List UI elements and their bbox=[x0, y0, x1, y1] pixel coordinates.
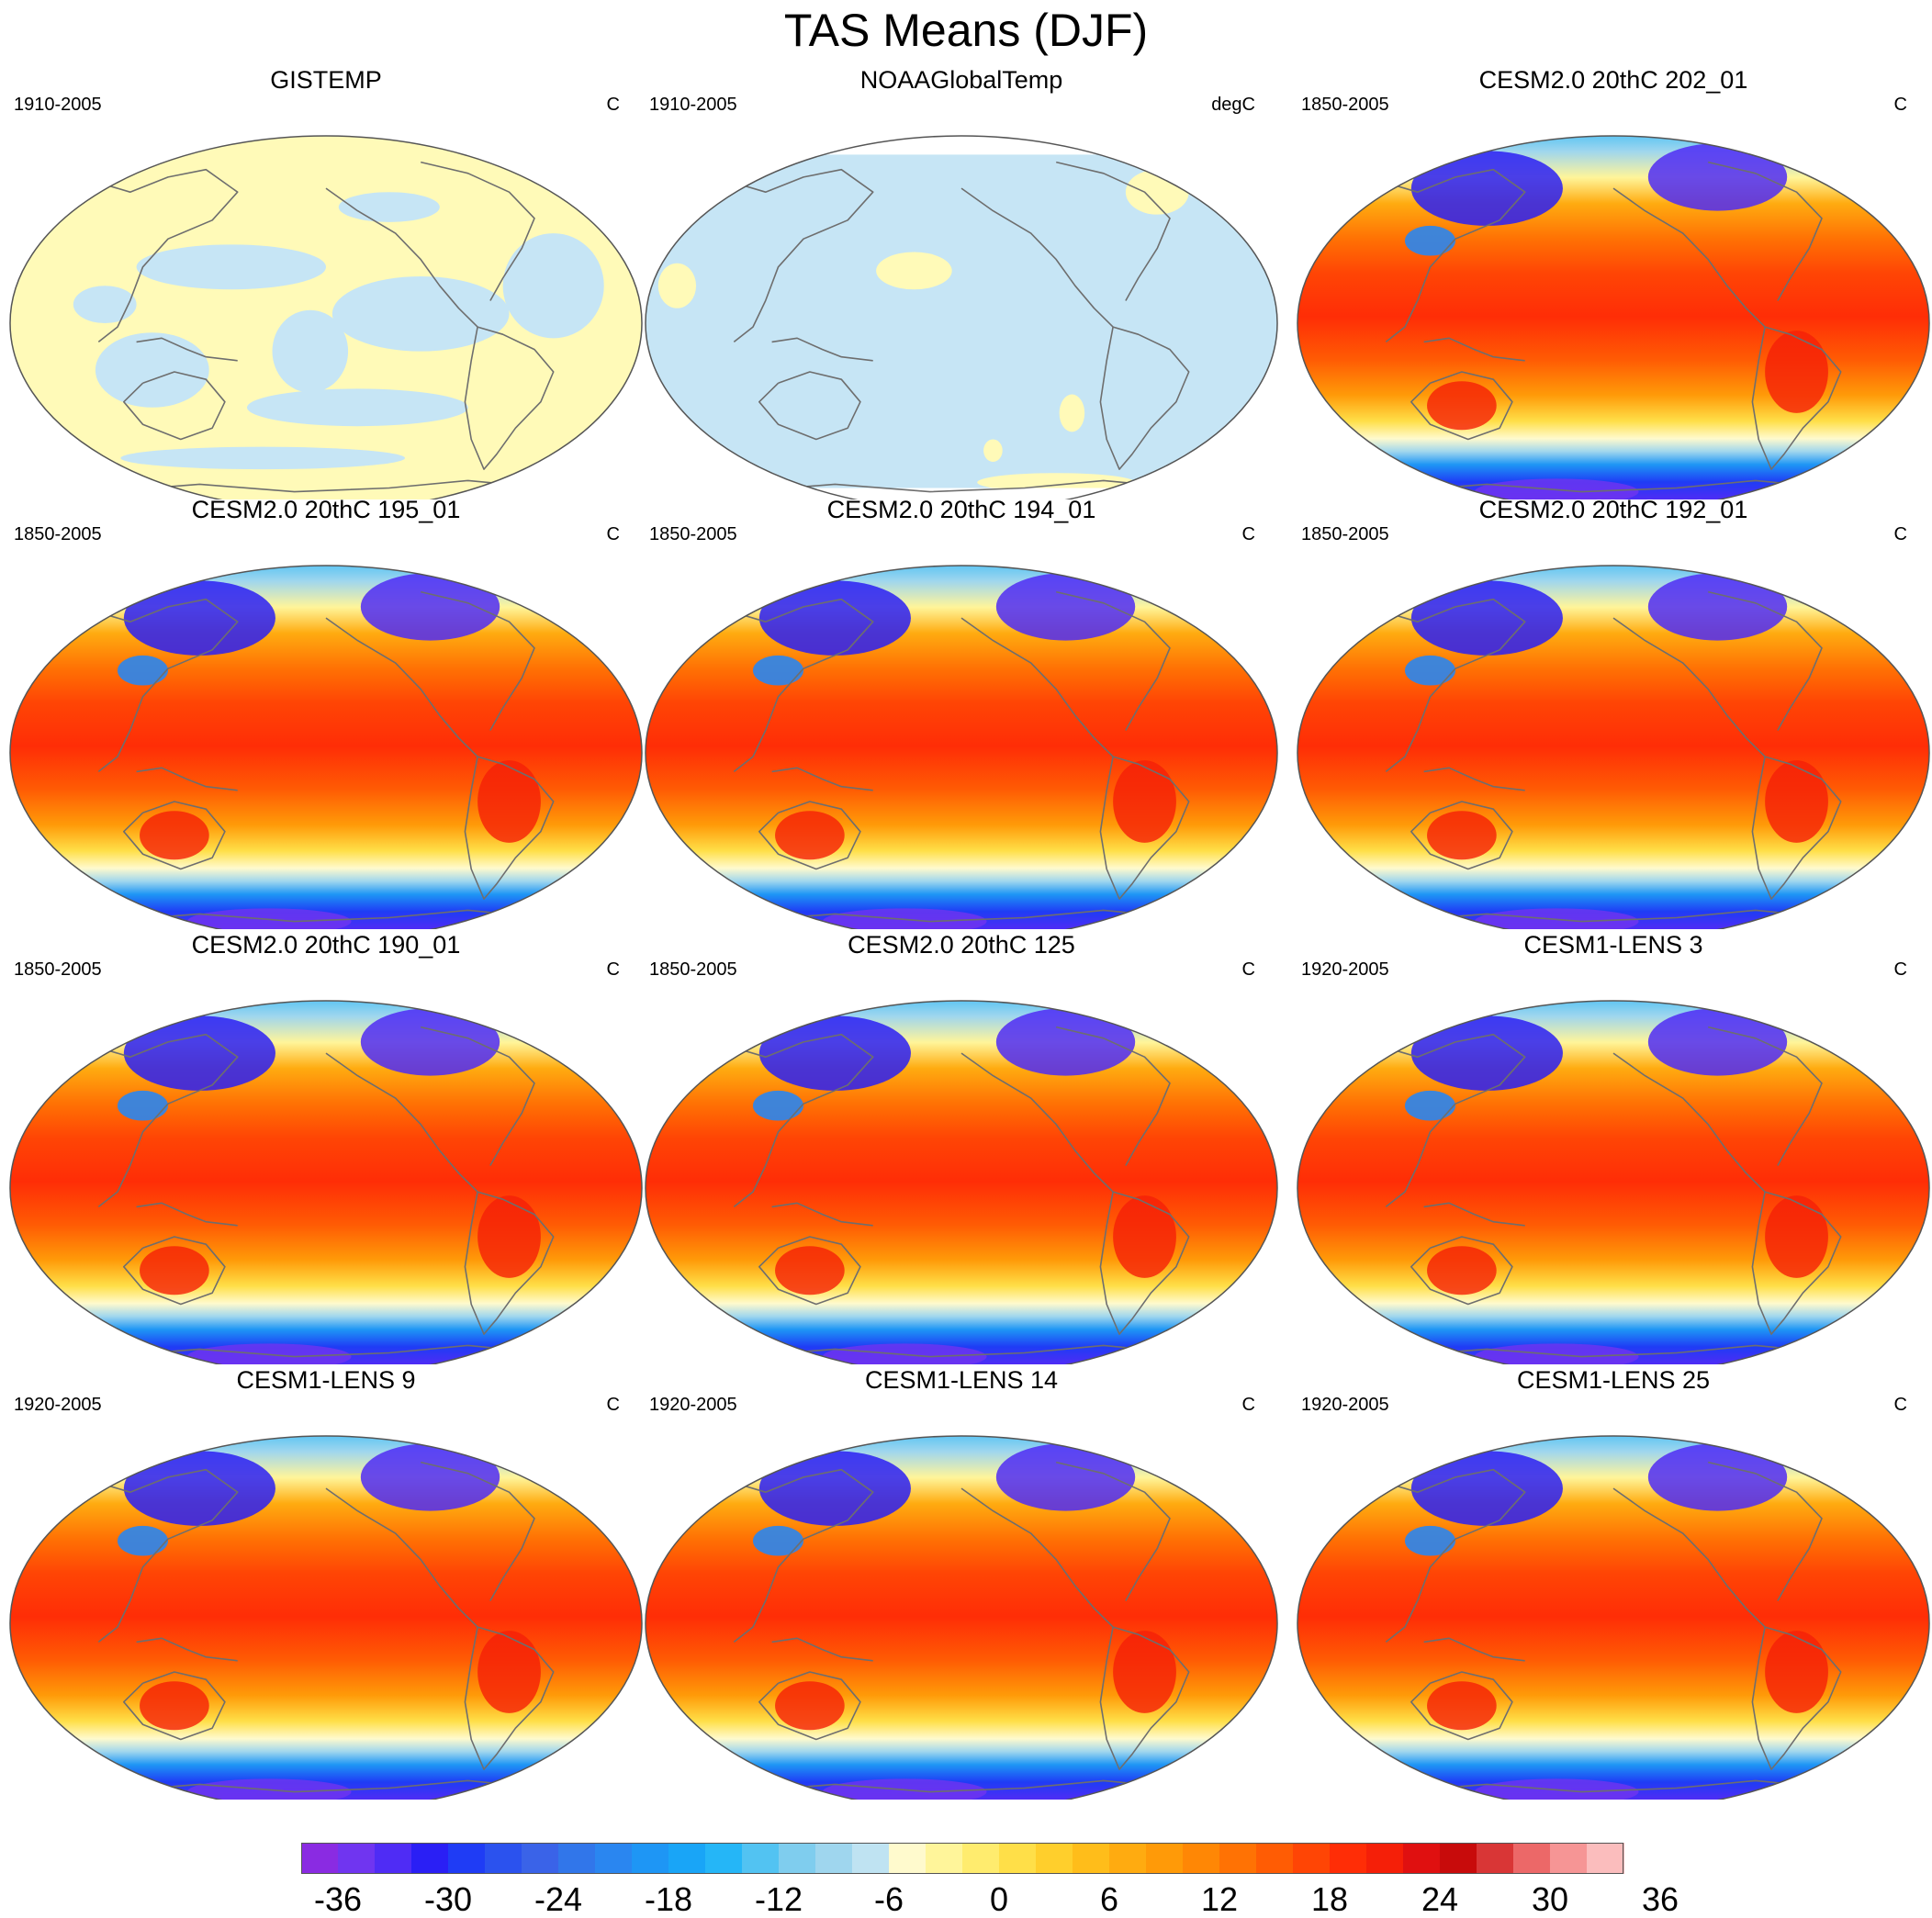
colorbar-cell bbox=[1109, 1843, 1147, 1874]
colorbar-label: -12 bbox=[754, 1880, 803, 1918]
colorbar-label: -24 bbox=[534, 1880, 583, 1918]
map-panel: CESM2.0 20thC 190_01 1850-2005 C bbox=[5, 929, 647, 1364]
map-2 bbox=[1297, 135, 1930, 499]
panel-units: C bbox=[1241, 959, 1255, 980]
panel-units: C bbox=[1893, 1395, 1907, 1415]
panel-units: C bbox=[1893, 524, 1907, 544]
panel-title: CESM2.0 20thC 190_01 bbox=[191, 931, 461, 959]
panel-years: 1850-2005 bbox=[1301, 524, 1389, 544]
map-6 bbox=[9, 1000, 643, 1364]
colorbar-frame bbox=[301, 1843, 1623, 1874]
panel-title: CESM2.0 20thC 202_01 bbox=[1478, 66, 1748, 94]
panel-years: 1920-2005 bbox=[1301, 959, 1389, 980]
colorbar-cell bbox=[1219, 1843, 1257, 1874]
colorbar-cell bbox=[999, 1843, 1037, 1874]
panel-units: C bbox=[1241, 524, 1255, 544]
panel-years: 1910-2005 bbox=[14, 95, 102, 115]
map-1 bbox=[645, 135, 1278, 499]
colorbar-cell bbox=[1403, 1843, 1441, 1874]
colorbar-cell bbox=[1587, 1843, 1624, 1874]
colorbar-cell bbox=[1477, 1843, 1514, 1874]
panel-units: C bbox=[606, 524, 620, 544]
colorbar-cell bbox=[1366, 1843, 1404, 1874]
colorbar-cell bbox=[375, 1843, 412, 1874]
panel-title: CESM2.0 20thC 125 bbox=[848, 931, 1075, 959]
map-8 bbox=[1297, 1000, 1930, 1364]
colorbar-cell bbox=[779, 1843, 816, 1874]
map-panel: GISTEMP 1910-2005 C bbox=[5, 64, 647, 499]
panel-years: 1850-2005 bbox=[14, 959, 102, 980]
panel-years: 1850-2005 bbox=[14, 524, 102, 544]
panel-title: GISTEMP bbox=[270, 66, 382, 94]
panel-units: C bbox=[1893, 959, 1907, 980]
panel-years: 1910-2005 bbox=[649, 95, 737, 115]
map-5 bbox=[1297, 565, 1930, 929]
colorbar-cell bbox=[1073, 1843, 1110, 1874]
colorbar-label: -6 bbox=[873, 1880, 904, 1918]
colorbar-label: 18 bbox=[1310, 1880, 1349, 1918]
colorbar-cell bbox=[1550, 1843, 1588, 1874]
panel-years: 1850-2005 bbox=[1301, 95, 1389, 115]
panel-title: CESM1-LENS 14 bbox=[864, 1366, 1059, 1394]
panel-title: CESM2.0 20thC 192_01 bbox=[1478, 496, 1748, 523]
panel-units: C bbox=[606, 959, 620, 980]
panel-title: CESM1-LENS 3 bbox=[1523, 931, 1703, 959]
map-3 bbox=[9, 565, 643, 929]
panel-years: 1920-2005 bbox=[14, 1395, 102, 1415]
panel-title: CESM1-LENS 25 bbox=[1516, 1366, 1711, 1394]
panel-units: degC bbox=[1211, 95, 1255, 115]
map-panel: CESM1-LENS 25 1920-2005 C bbox=[1292, 1364, 1932, 1800]
panel-title: CESM2.0 20thC 194_01 bbox=[826, 496, 1096, 523]
panel-title: CESM2.0 20thC 195_01 bbox=[191, 496, 461, 523]
colorbar-cell bbox=[1183, 1843, 1220, 1874]
map-4 bbox=[645, 565, 1278, 929]
panel-units: C bbox=[606, 1395, 620, 1415]
colorbar-label: -36 bbox=[313, 1880, 363, 1918]
colorbar-cell bbox=[448, 1843, 486, 1874]
colorbar-label: 36 bbox=[1641, 1880, 1679, 1918]
colorbar-cell bbox=[668, 1843, 706, 1874]
colorbar-cell bbox=[301, 1843, 339, 1874]
map-10 bbox=[645, 1435, 1278, 1800]
map-panel: CESM2.0 20thC 192_01 1850-2005 C bbox=[1292, 494, 1932, 929]
colorbar-cell bbox=[411, 1843, 449, 1874]
panel-title: NOAAGlobalTemp bbox=[859, 66, 1063, 94]
map-panel: CESM2.0 20thC 202_01 1850-2005 C bbox=[1292, 64, 1932, 499]
colorbar-label: 6 bbox=[1099, 1880, 1119, 1918]
colorbar-label: 12 bbox=[1200, 1880, 1239, 1918]
colorbar-cell bbox=[1146, 1843, 1184, 1874]
panel-years: 1920-2005 bbox=[649, 1395, 737, 1415]
map-9 bbox=[9, 1435, 643, 1800]
colorbar-label: -18 bbox=[644, 1880, 693, 1918]
map-panel: CESM2.0 20thC 194_01 1850-2005 C bbox=[640, 494, 1283, 929]
panel-years: 1920-2005 bbox=[1301, 1395, 1389, 1415]
map-11 bbox=[1297, 1435, 1930, 1800]
colorbar-cell bbox=[852, 1843, 890, 1874]
colorbar-label: 0 bbox=[989, 1880, 1009, 1918]
colorbar-label: 30 bbox=[1531, 1880, 1569, 1918]
colorbar-cell bbox=[742, 1843, 780, 1874]
panel-units: C bbox=[1241, 1395, 1255, 1415]
panel-years: 1850-2005 bbox=[649, 959, 737, 980]
map-panel: CESM1-LENS 14 1920-2005 C bbox=[640, 1364, 1283, 1800]
panel-units: C bbox=[606, 95, 620, 115]
colorbar-label: 24 bbox=[1421, 1880, 1459, 1918]
map-0 bbox=[9, 135, 643, 499]
map-7 bbox=[645, 1000, 1278, 1364]
figure-title: TAS Means (DJF) bbox=[783, 5, 1149, 56]
colorbar-cell bbox=[522, 1843, 559, 1874]
map-panel: CESM1-LENS 9 1920-2005 C bbox=[5, 1364, 647, 1800]
panel-title: CESM1-LENS 9 bbox=[236, 1366, 416, 1394]
map-panel: NOAAGlobalTemp 1910-2005 degC bbox=[640, 64, 1283, 499]
map-panel: CESM2.0 20thC 125 1850-2005 C bbox=[640, 929, 1283, 1364]
panel-units: C bbox=[1893, 95, 1907, 115]
colorbar-label: -30 bbox=[423, 1880, 473, 1918]
map-panel: CESM1-LENS 3 1920-2005 C bbox=[1292, 929, 1932, 1364]
colorbar-cell bbox=[632, 1843, 669, 1874]
map-panel: CESM2.0 20thC 195_01 1850-2005 C bbox=[5, 494, 647, 929]
panel-years: 1850-2005 bbox=[649, 524, 737, 544]
